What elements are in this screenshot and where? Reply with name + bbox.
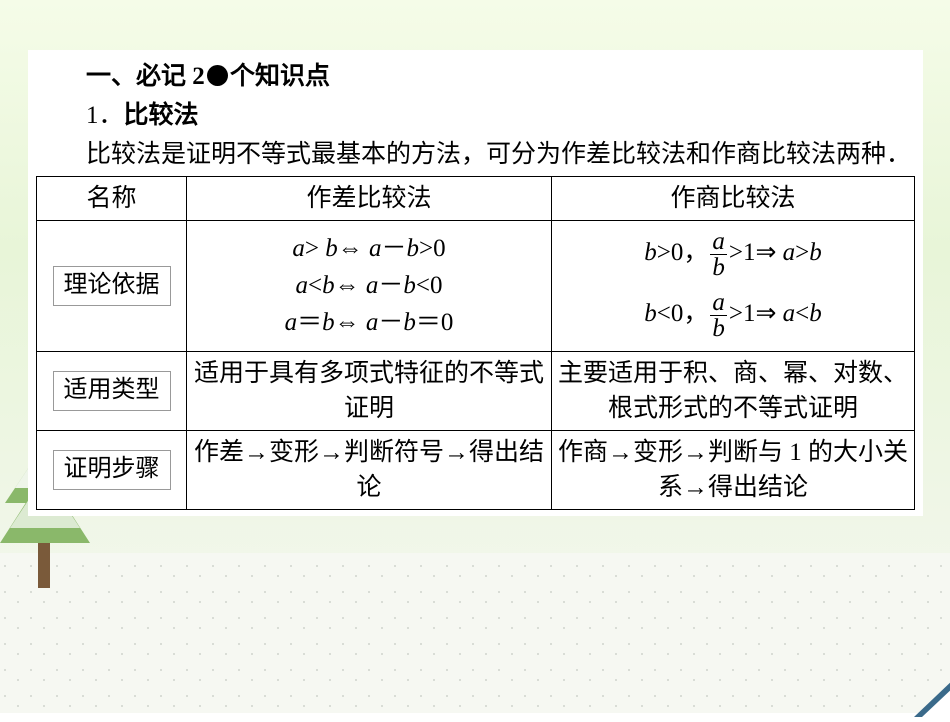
- sym-implies: ⇒: [755, 300, 782, 327]
- sym-fcmp: >1: [729, 300, 756, 327]
- sym-b: b: [403, 272, 416, 299]
- section-title: 比较法: [124, 102, 199, 129]
- sym-b: b: [322, 309, 335, 336]
- sym-b: b: [809, 300, 822, 327]
- sym-a: a: [366, 272, 379, 299]
- diff-line2: a<b⇔ a－b<0: [191, 268, 547, 303]
- heading-suffix: 个知识点: [230, 63, 330, 90]
- sym-gt: >: [795, 239, 809, 266]
- sym-b: b: [644, 239, 657, 266]
- sym-iff: ⇔: [335, 272, 366, 299]
- label-steps: 证明步骤: [53, 450, 171, 490]
- sym-eq: ＝: [297, 309, 322, 336]
- sym-minus: －: [378, 309, 403, 336]
- row-theory: 理论依据 a> b⇔ a－b>0 a<b⇔ a－b<0 a＝b⇔ a－b＝0 b…: [37, 221, 915, 352]
- cell-theory-diff: a> b⇔ a－b>0 a<b⇔ a－b<0 a＝b⇔ a－b＝0: [187, 221, 552, 352]
- main-heading: 一、必记 2 个知识点: [36, 58, 915, 97]
- snow-ground: [0, 553, 950, 713]
- label-apply: 适用类型: [53, 371, 171, 411]
- quot-line2: b<0，ab>1⇒ a<b: [556, 290, 910, 341]
- sym-b: b: [407, 235, 420, 262]
- diff-line3: a＝b⇔ a－b＝0: [191, 305, 547, 340]
- sym-iff: ⇔: [338, 235, 369, 262]
- section-number: 1．: [86, 102, 124, 129]
- slide-content: 一、必记 2 个知识点 1．比较法 比较法是证明不等式最基本的方法，可分为作差比较…: [28, 50, 923, 516]
- bullet-icon: [207, 65, 228, 86]
- frac-num: a: [710, 229, 727, 254]
- th-diff: 作差比较法: [187, 177, 552, 221]
- cell-apply-diff: 适用于具有多项式特征的不等式证明: [187, 352, 552, 431]
- sym-cmp: <0: [416, 272, 443, 299]
- sym-fcmp: >1: [729, 239, 756, 266]
- sym-cmp: >0: [419, 235, 446, 262]
- row-steps: 证明步骤 作差→变形→判断符号→得出结论 作商→变形→判断与 1 的大小关系→得…: [37, 431, 915, 510]
- th-quot: 作商比较法: [552, 177, 915, 221]
- sym-a: a: [366, 309, 379, 336]
- comparison-table: 名称 作差比较法 作商比较法 理论依据 a> b⇔ a－b>0 a<b⇔ a－b…: [36, 176, 915, 510]
- sym-minus: －: [378, 272, 403, 299]
- sym-minus: －: [381, 235, 406, 262]
- fraction: ab: [710, 229, 727, 280]
- diff-line1: a> b⇔ a－b>0: [191, 231, 547, 266]
- cell-steps-label: 证明步骤: [37, 431, 187, 510]
- frac-den: b: [710, 315, 727, 341]
- heading-count: 2: [192, 63, 205, 90]
- section-heading: 1．比较法: [36, 97, 915, 136]
- sym-bcmp: >0，: [657, 239, 709, 266]
- cell-theory-quot: b>0，ab>1⇒ a>b b<0，ab>1⇒ a<b: [552, 221, 915, 352]
- sym-a: a: [369, 235, 382, 262]
- intro-paragraph: 比较法是证明不等式最基本的方法，可分为作差比较法和作商比较法两种．: [36, 136, 915, 175]
- sym-eq0: ＝0: [416, 309, 454, 336]
- sym-a: a: [783, 300, 796, 327]
- sym-a: a: [285, 309, 298, 336]
- sym-a: a: [783, 239, 796, 266]
- sym-lt: <: [795, 300, 809, 327]
- heading-prefix: 一、必记: [86, 63, 192, 90]
- cell-apply-quot: 主要适用于积、商、幂、对数、根式形式的不等式证明: [552, 352, 915, 431]
- cell-steps-quot: 作商→变形→判断与 1 的大小关系→得出结论: [552, 431, 915, 510]
- quot-line1: b>0，ab>1⇒ a>b: [556, 229, 910, 280]
- sym-a: a: [296, 272, 309, 299]
- sym-b: b: [322, 272, 335, 299]
- frac-den: b: [710, 254, 727, 280]
- sym-b: b: [644, 300, 657, 327]
- sym-a: a: [292, 235, 305, 262]
- sym-implies: ⇒: [755, 239, 782, 266]
- th-name: 名称: [37, 177, 187, 221]
- cell-theory-label: 理论依据: [37, 221, 187, 352]
- sym-iff: ⇔: [335, 309, 366, 336]
- frac-num: a: [710, 290, 727, 315]
- sym-b: b: [809, 239, 822, 266]
- fraction: ab: [710, 290, 727, 341]
- sym-gt: >: [305, 235, 325, 262]
- sym-b: b: [325, 235, 338, 262]
- cell-steps-diff: 作差→变形→判断符号→得出结论: [187, 431, 552, 510]
- corner-page-curl: [896, 677, 950, 717]
- table-header-row: 名称 作差比较法 作商比较法: [37, 177, 915, 221]
- sym-b: b: [403, 309, 416, 336]
- row-apply: 适用类型 适用于具有多项式特征的不等式证明 主要适用于积、商、幂、对数、根式形式…: [37, 352, 915, 431]
- label-theory: 理论依据: [53, 266, 171, 306]
- cell-apply-label: 适用类型: [37, 352, 187, 431]
- sym-bcmp: <0，: [657, 300, 709, 327]
- sym-lt: <: [308, 272, 322, 299]
